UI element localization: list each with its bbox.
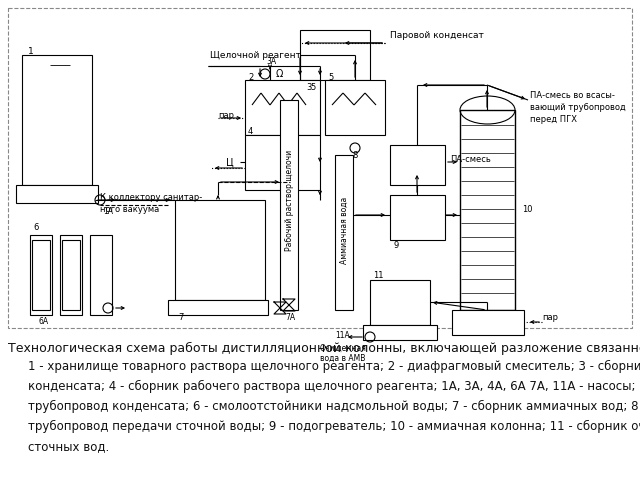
Bar: [390, 145, 445, 185]
Text: сточных вод.: сточных вод.: [28, 440, 109, 453]
Text: 6А: 6А: [39, 317, 49, 326]
Text: вода в АМВ: вода в АМВ: [320, 353, 365, 362]
Bar: [300, 30, 370, 80]
Bar: [245, 80, 320, 135]
Bar: [460, 110, 515, 310]
Text: 11: 11: [373, 271, 383, 279]
Text: Технологическая схема работы дистилляционной колонны, включающей разложение связ: Технологическая схема работы дистилляцио…: [8, 342, 640, 355]
Bar: [452, 310, 524, 335]
Bar: [60, 235, 82, 315]
Text: 3А: 3А: [266, 58, 276, 67]
Text: 7А: 7А: [285, 313, 295, 323]
Text: Рабочий раствор щелочи: Рабочий раствор щелочи: [285, 149, 294, 251]
Bar: [370, 280, 430, 325]
Bar: [22, 55, 92, 185]
Text: 9: 9: [393, 240, 398, 250]
Bar: [175, 200, 265, 300]
Bar: [245, 135, 320, 190]
Bar: [62, 240, 80, 310]
Text: трубопровод конденсата; 6 - смолоотстойники надсмольной воды; 7 - сборник аммиач: трубопровод конденсата; 6 - смолоотстойн…: [28, 400, 640, 413]
Text: 1: 1: [28, 48, 34, 57]
Text: 10: 10: [522, 205, 532, 215]
Text: вающий трубопровод: вающий трубопровод: [530, 103, 626, 111]
Text: 1А: 1А: [103, 207, 113, 216]
Bar: [280, 100, 298, 310]
Text: 8: 8: [352, 151, 357, 159]
Text: 7: 7: [178, 313, 184, 323]
Bar: [325, 80, 385, 135]
Text: 11А: 11А: [335, 331, 350, 339]
Text: 3: 3: [306, 83, 312, 92]
Text: Аммиачная вода: Аммиачная вода: [339, 196, 349, 264]
Text: ного вакуума: ного вакуума: [100, 205, 159, 215]
Text: 5: 5: [328, 73, 333, 83]
Text: Паровой конденсат: Паровой конденсат: [390, 31, 484, 39]
Text: Щелочной реагент: Щелочной реагент: [210, 50, 301, 60]
Text: трубопровод передачи сточной воды; 9 - подогреватель; 10 - аммиачная колонна; 11: трубопровод передачи сточной воды; 9 - п…: [28, 420, 640, 433]
Text: 6: 6: [33, 224, 38, 232]
Bar: [90, 235, 112, 315]
Bar: [30, 235, 52, 315]
Bar: [335, 155, 353, 310]
Bar: [363, 325, 437, 340]
Text: ПА-смесь во всасы-: ПА-смесь во всасы-: [530, 91, 615, 99]
Text: пар: пар: [542, 313, 558, 323]
Bar: [390, 195, 445, 240]
Bar: [32, 240, 50, 310]
Text: перед ПГХ: перед ПГХ: [530, 115, 577, 123]
Text: 4: 4: [248, 128, 253, 136]
Bar: [8, 8, 632, 328]
Bar: [16, 185, 98, 203]
Text: ПА-смесь: ПА-смесь: [450, 156, 491, 165]
Text: 5: 5: [310, 84, 316, 93]
Text: Ω: Ω: [275, 69, 283, 79]
Text: 2: 2: [248, 73, 253, 83]
Bar: [168, 300, 268, 315]
Text: Ц: Ц: [226, 157, 234, 167]
Text: Очищенная: Очищенная: [320, 344, 367, 352]
Text: пар: пар: [218, 110, 234, 120]
Text: 1 - хранилище товарного раствора щелочного реагента; 2 - диафрагмовый смеситель;: 1 - хранилище товарного раствора щелочно…: [28, 360, 640, 373]
Text: К коллектору санитар-: К коллектору санитар-: [100, 193, 202, 203]
Text: конденсата; 4 - сборник рабочего раствора щелочного реагента; 1А, 3А, 4А, 6А 7А,: конденсата; 4 - сборник рабочего раствор…: [28, 380, 640, 393]
